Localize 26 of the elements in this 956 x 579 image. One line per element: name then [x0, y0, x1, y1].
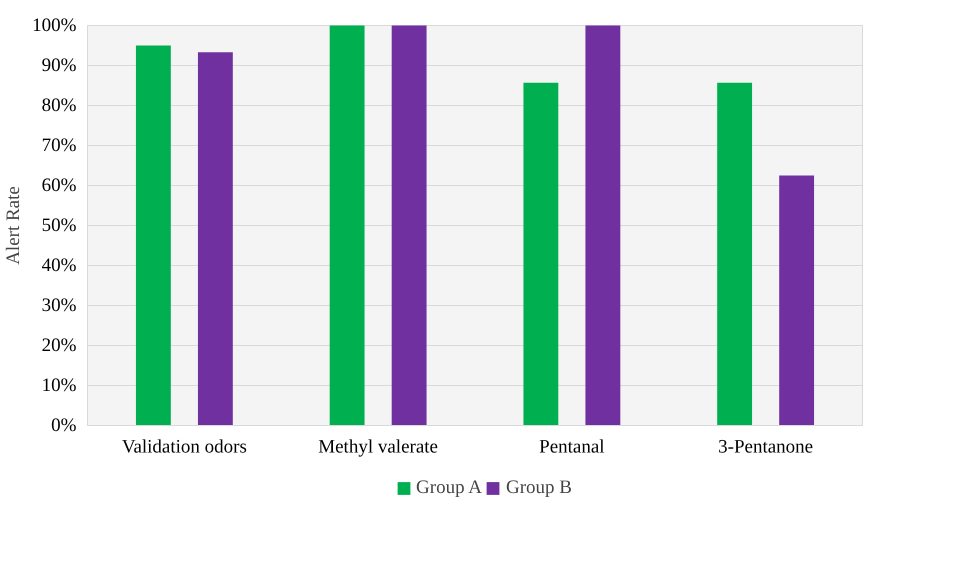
bar [779, 176, 814, 426]
bar [585, 26, 620, 426]
bar [392, 26, 427, 426]
y-tick-label: 90% [42, 55, 77, 76]
y-tick-label: 50% [42, 215, 77, 236]
y-tick-label: 70% [42, 135, 77, 156]
bar [523, 82, 558, 426]
y-tick-label: 100% [32, 15, 77, 36]
x-tick-label: 3-Pentanone [718, 436, 814, 458]
bar [198, 52, 233, 426]
x-tick-label: Methyl valerate [318, 436, 438, 458]
legend-label: Group A [416, 476, 482, 498]
y-tick-label: 40% [42, 255, 77, 276]
y-tick-label: 10% [42, 375, 77, 396]
y-tick-label: 30% [42, 295, 77, 316]
y-tick-label: 80% [42, 95, 77, 116]
y-tick-label: 60% [42, 175, 77, 196]
x-tick-label: Validation odors [122, 436, 247, 458]
x-tick-label: Pentanal [539, 436, 605, 458]
y-tick-label: 0% [51, 415, 77, 436]
y-axis-title: Alert Rate [3, 186, 24, 265]
legend-label: Group B [506, 476, 572, 498]
bar [717, 82, 752, 426]
bar [136, 46, 171, 426]
y-tick-label: 20% [42, 335, 77, 356]
bar [330, 26, 365, 426]
